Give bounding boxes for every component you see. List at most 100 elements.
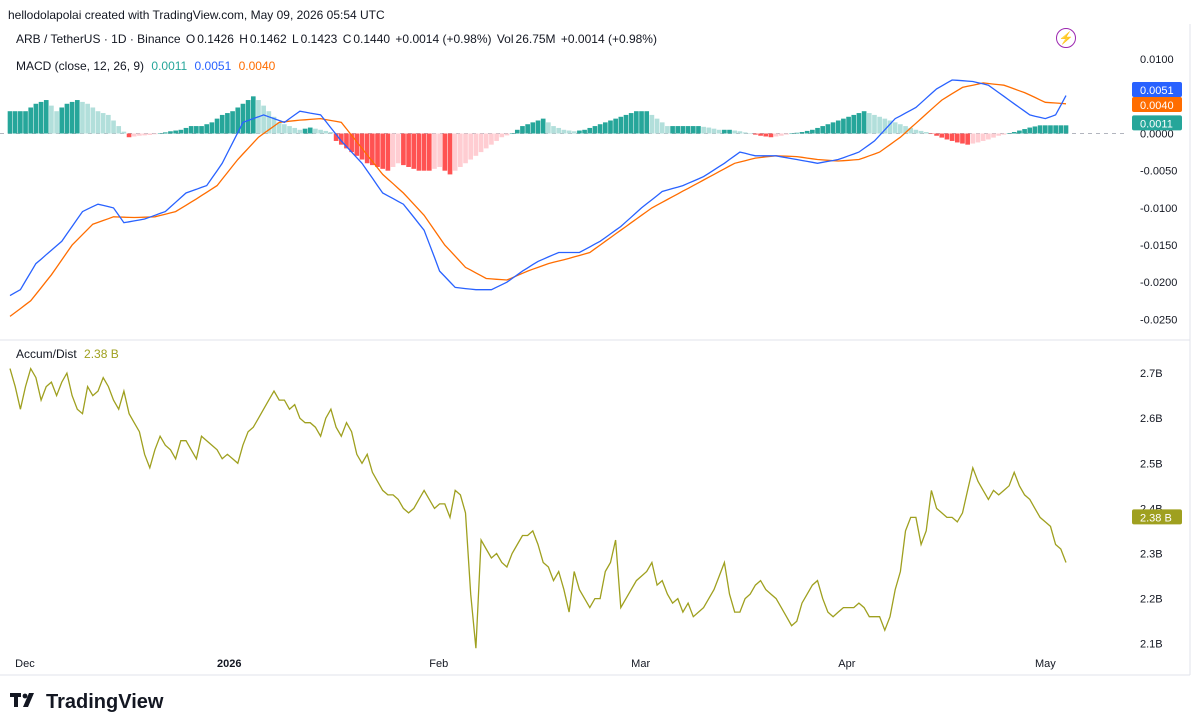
- histogram-bar: [131, 133, 137, 137]
- histogram-bar: [313, 128, 318, 134]
- histogram-bar: [722, 129, 727, 134]
- change-value: +0.0014 (+0.98%): [395, 32, 492, 46]
- histogram-bar: [142, 133, 147, 136]
- histogram-bar: [266, 111, 272, 134]
- x-axis-label: Mar: [631, 658, 650, 670]
- histogram-bar: [898, 124, 903, 134]
- histogram-bar: [1058, 125, 1064, 134]
- histogram-bar: [825, 124, 831, 134]
- histogram-bar: [152, 133, 158, 135]
- histogram-bar: [173, 130, 178, 134]
- histogram-bar: [1048, 125, 1053, 134]
- histogram-bar: [571, 131, 577, 134]
- histogram-bar: [442, 133, 448, 171]
- histogram-bar: [183, 127, 189, 134]
- axis-layer: 0.01000.00500.0000-0.0050-0.0100-0.0150-…: [15, 54, 1177, 670]
- histogram-bar: [157, 133, 163, 135]
- histogram-bar: [416, 133, 422, 171]
- histogram-bar: [483, 133, 489, 149]
- histogram-bar: [23, 111, 28, 134]
- ad-legend[interactable]: Accum/Dist 2.38 B: [16, 347, 119, 361]
- ad-title: Accum/Dist: [16, 347, 77, 361]
- histogram-bar: [297, 129, 303, 134]
- histogram-bar: [970, 133, 976, 144]
- histogram-bar: [235, 107, 241, 134]
- histogram-bar: [1027, 127, 1033, 134]
- macd-histogram: [7, 96, 1069, 175]
- macd-y-tick: -0.0100: [1140, 203, 1177, 215]
- histogram-bar: [670, 126, 675, 134]
- histogram-bar: [390, 133, 396, 167]
- histogram-bar: [1063, 125, 1069, 134]
- histogram-bar: [520, 126, 525, 134]
- histogram-bar: [250, 96, 256, 134]
- histogram-bar: [639, 111, 644, 134]
- histogram-bar: [577, 130, 582, 134]
- histogram-bar: [815, 127, 820, 134]
- histogram-bar: [628, 113, 634, 134]
- histogram-bar: [126, 133, 132, 138]
- histogram-bar: [69, 101, 75, 134]
- histogram-bar: [59, 107, 65, 134]
- histogram-bar: [240, 103, 246, 134]
- histogram-bar: [877, 116, 882, 134]
- histogram-bar: [835, 120, 841, 134]
- histogram-bar: [582, 129, 587, 134]
- histogram-bar: [866, 113, 872, 134]
- histogram-bar: [100, 113, 106, 134]
- histogram-bar: [28, 107, 34, 134]
- symbol-name[interactable]: ARB / TetherUS · 1D · Binance: [16, 32, 181, 46]
- histogram-bar: [344, 133, 349, 149]
- histogram-bar: [566, 130, 572, 134]
- histogram-bar: [95, 111, 101, 134]
- ad-y-tick: 2.2B: [1140, 594, 1163, 606]
- histogram-bar: [685, 126, 691, 134]
- histogram-bar: [370, 133, 375, 166]
- histogram-bar: [727, 129, 732, 134]
- histogram-bar: [659, 122, 665, 134]
- histogram-bar: [887, 120, 893, 134]
- histogram-bar: [1006, 133, 1012, 135]
- histogram-bar: [447, 133, 453, 175]
- histogram-bar: [623, 114, 629, 134]
- histogram-bar: [525, 124, 530, 134]
- ad-y-tick: 2.6B: [1140, 413, 1163, 425]
- x-axis-label: May: [1035, 658, 1056, 670]
- histogram-bar: [747, 133, 753, 135]
- tradingview-logo-icon: [10, 690, 40, 714]
- histogram-bar: [188, 126, 194, 134]
- macd-y-tick: -0.0250: [1140, 314, 1177, 326]
- histogram-bar: [810, 129, 815, 134]
- histogram-bar: [111, 120, 116, 134]
- hist-price-tag-bg: [1132, 115, 1182, 131]
- histogram-bar: [1022, 129, 1027, 134]
- volume-value: 26.75M: [515, 32, 556, 46]
- lightning-icon[interactable]: ⚡: [1056, 28, 1076, 48]
- histogram-bar: [421, 133, 427, 171]
- histogram-bar: [861, 111, 867, 134]
- histogram-bar: [401, 133, 406, 166]
- histogram-bar: [851, 114, 857, 134]
- macd-legend[interactable]: MACD (close, 12, 26, 9) 0.0011 0.0051 0.…: [16, 59, 275, 73]
- histogram-bar: [680, 126, 686, 134]
- histogram-bar: [1001, 133, 1007, 135]
- histogram-bar: [178, 129, 184, 134]
- macd-title: MACD (close, 12, 26, 9): [16, 59, 145, 73]
- histogram-bar: [245, 100, 251, 134]
- signal-line: [9, 82, 1067, 317]
- histogram-bar: [996, 133, 1002, 136]
- histogram-bar: [38, 101, 44, 134]
- histogram-bar: [701, 126, 706, 134]
- histogram-bar: [1017, 130, 1022, 134]
- histogram-bar: [90, 107, 96, 134]
- histogram-bar: [406, 133, 411, 167]
- histogram-bar: [7, 111, 13, 134]
- x-axis-label: Feb: [429, 658, 448, 670]
- tradingview-logo[interactable]: TradingView: [10, 690, 163, 714]
- histogram-bar: [856, 113, 862, 134]
- histogram-bar: [338, 133, 344, 145]
- histogram-bar: [385, 133, 391, 171]
- histogram-bar: [137, 133, 142, 136]
- histogram-bar: [509, 133, 515, 135]
